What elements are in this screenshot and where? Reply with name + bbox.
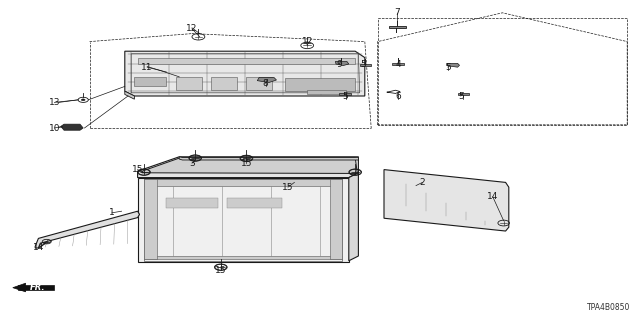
Polygon shape (13, 283, 26, 292)
Text: 12: 12 (186, 24, 198, 33)
Polygon shape (18, 285, 54, 290)
Polygon shape (257, 77, 276, 83)
Text: 15: 15 (132, 165, 143, 174)
Text: 12: 12 (301, 37, 313, 46)
Polygon shape (138, 178, 349, 262)
Text: TPA4B0850: TPA4B0850 (587, 303, 630, 312)
Text: 5: 5 (445, 63, 451, 72)
Circle shape (81, 99, 85, 101)
Polygon shape (384, 170, 509, 231)
Text: 8: 8 (263, 79, 268, 88)
Polygon shape (142, 157, 357, 173)
Text: 1: 1 (109, 208, 115, 217)
Text: 5: 5 (458, 92, 463, 100)
Polygon shape (246, 77, 272, 90)
Text: 3: 3 (189, 159, 195, 168)
Text: 7: 7 (394, 8, 399, 17)
Text: 14: 14 (33, 244, 44, 252)
Text: 5: 5 (361, 60, 366, 68)
Polygon shape (307, 90, 346, 94)
Polygon shape (61, 124, 83, 130)
Polygon shape (166, 198, 218, 208)
Text: 9: 9 (337, 60, 342, 68)
Polygon shape (211, 77, 237, 90)
Polygon shape (458, 93, 469, 95)
Polygon shape (227, 198, 282, 208)
Polygon shape (349, 173, 358, 261)
Polygon shape (179, 157, 358, 160)
Text: 2: 2 (420, 178, 425, 187)
Polygon shape (285, 78, 355, 91)
Text: 6: 6 (396, 92, 401, 100)
Polygon shape (330, 179, 342, 259)
Polygon shape (144, 256, 342, 259)
Polygon shape (335, 61, 349, 66)
Text: 11: 11 (141, 63, 153, 72)
Polygon shape (144, 179, 157, 259)
Polygon shape (134, 77, 166, 86)
Polygon shape (339, 93, 351, 95)
Text: 14: 14 (487, 192, 499, 201)
Text: 13: 13 (49, 98, 60, 107)
Polygon shape (360, 64, 371, 66)
Polygon shape (125, 51, 365, 96)
Polygon shape (447, 63, 460, 67)
Polygon shape (138, 58, 355, 64)
Text: FR.: FR. (29, 283, 45, 292)
Polygon shape (144, 179, 342, 186)
Text: 15: 15 (282, 183, 294, 192)
Polygon shape (176, 77, 202, 90)
Polygon shape (392, 63, 404, 65)
Polygon shape (35, 211, 140, 248)
Polygon shape (389, 26, 406, 28)
Text: 4: 4 (396, 60, 401, 68)
Text: 10: 10 (49, 124, 60, 132)
Polygon shape (138, 157, 358, 178)
Text: 15: 15 (215, 266, 227, 275)
Text: 15: 15 (241, 159, 252, 168)
Polygon shape (125, 91, 134, 99)
Text: 5: 5 (343, 92, 348, 100)
